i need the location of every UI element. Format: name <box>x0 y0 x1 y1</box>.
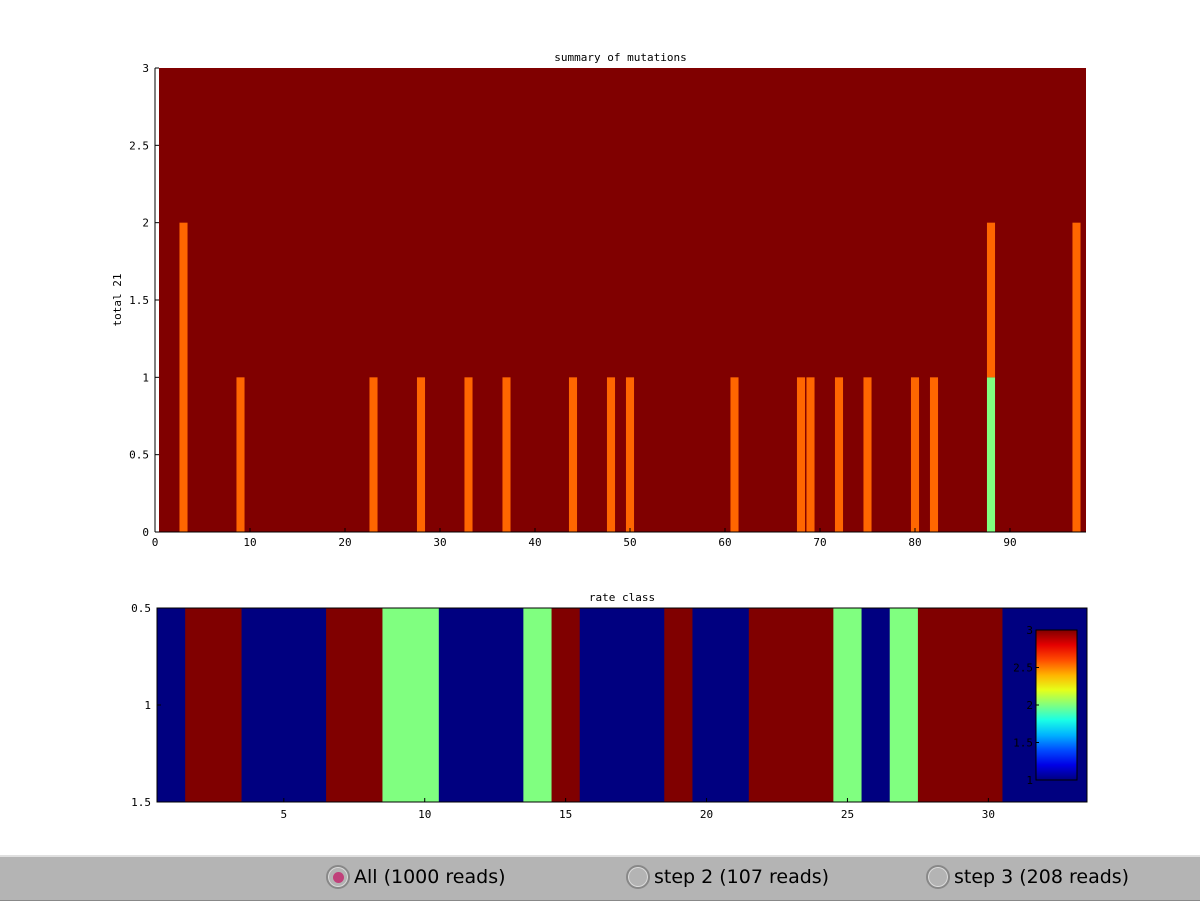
heatmap-cell <box>946 608 975 802</box>
bar <box>568 377 578 532</box>
y-tick-label: 0 <box>142 526 149 539</box>
colorbar-tick-label: 2 <box>1026 699 1033 712</box>
heatmap-cell <box>636 608 665 802</box>
heatmap-cell <box>213 608 243 802</box>
bar <box>625 377 635 532</box>
heatmap-cell <box>241 608 271 802</box>
heatmap-cell <box>889 608 919 802</box>
radio-step-2[interactable]: step 2 (107 reads) <box>626 865 829 889</box>
heatmap-cell <box>974 608 1003 802</box>
y-tick-label: 0.5 <box>131 602 151 615</box>
heatmap-cell <box>861 608 891 802</box>
heatmap-cell <box>579 608 609 802</box>
bar <box>986 222 996 378</box>
colorbar-tick-label: 1.5 <box>1013 737 1033 750</box>
bar <box>416 377 426 532</box>
heatmap-cell <box>720 608 750 802</box>
heatmap-cell <box>833 608 863 802</box>
bar <box>910 377 920 532</box>
x-tick-label: 30 <box>982 808 995 821</box>
colorbar <box>1035 629 1078 781</box>
heatmap-cell <box>495 608 524 802</box>
plot-background <box>159 68 1086 532</box>
heatmap-cell <box>157 608 186 802</box>
colorbar-tick-label: 1 <box>1026 774 1033 787</box>
bar <box>929 377 939 532</box>
y-tick-label: 1 <box>144 699 151 712</box>
radio-all[interactable]: All (1000 reads) <box>326 865 506 889</box>
heatmap-cell <box>438 608 468 802</box>
x-tick-label: 10 <box>418 808 431 821</box>
x-tick-label: 15 <box>559 808 572 821</box>
x-tick-label: 60 <box>718 536 731 549</box>
bar <box>464 377 473 532</box>
bar <box>730 377 739 532</box>
heatmap-cell <box>1002 608 1032 802</box>
heatmap-cell <box>410 608 440 802</box>
heatmap-cell <box>917 608 947 802</box>
colorbar-tick-label: 3 <box>1026 624 1033 637</box>
chart-title: rate class <box>589 591 655 604</box>
heatmap-cell <box>326 608 355 802</box>
rate-class-heatmap: 5 10 15 20 25 30 0.5 1 1.5 rate class 1 1.5 2 2.5 3 <box>131 591 1088 821</box>
x-tick-label: 20 <box>700 808 713 821</box>
colorbar-tick-label: 2.5 <box>1013 662 1033 675</box>
heatmap-cell <box>664 608 693 802</box>
heatmap-cell <box>185 608 214 802</box>
heatmap-cell <box>354 608 383 802</box>
heatmap-cell <box>382 608 412 802</box>
x-tick-label: 10 <box>243 536 256 549</box>
x-tick-label: 40 <box>528 536 541 549</box>
bar <box>796 377 806 532</box>
y-tick-label: 2.5 <box>129 139 149 152</box>
heatmap-cell <box>748 608 778 802</box>
bar <box>369 377 378 532</box>
heatmap-cell <box>269 608 299 802</box>
y-axis-label: total 21 <box>111 274 124 327</box>
bar <box>1072 222 1081 532</box>
heatmap-cell <box>523 608 553 802</box>
y-tick-label: 1.5 <box>129 294 149 307</box>
y-tick-label: 1 <box>142 371 149 384</box>
y-tick-label: 1.5 <box>131 796 151 809</box>
radio-indicator[interactable] <box>626 865 650 889</box>
bar <box>863 377 872 532</box>
x-tick-label: 90 <box>1003 536 1016 549</box>
x-tick-label: 25 <box>841 808 854 821</box>
x-tick-label: 0 <box>152 536 159 549</box>
y-tick-label: 2 <box>142 217 149 230</box>
heatmap-cell <box>551 608 581 802</box>
figure: 0 10 20 30 40 50 60 70 80 90 0 0.5 1 1.5 2 2.5 3 summary … <box>111 51 1088 821</box>
radio-label: step 2 (107 reads) <box>654 866 830 888</box>
y-tick-label: 0.5 <box>129 449 149 462</box>
x-tick-label: 5 <box>281 808 288 821</box>
bar <box>606 377 616 532</box>
radio-step-3[interactable]: step 3 (208 reads) <box>926 865 1129 889</box>
x-tick-label: 20 <box>338 536 351 549</box>
mutation-summary-chart: 0 10 20 30 40 50 60 70 80 90 0 0.5 1 1.5 2 2.5 3 summary … <box>111 51 1086 549</box>
bar <box>179 222 188 532</box>
heatmap-cell <box>692 608 722 802</box>
x-tick-label: 50 <box>623 536 636 549</box>
read-set-selector: All (1000 reads) step 2 (107 reads) step… <box>0 855 1200 901</box>
heatmap-cell <box>805 608 834 802</box>
x-tick-label: 70 <box>813 536 826 549</box>
bar <box>806 377 815 532</box>
heatmap-cell <box>467 608 496 802</box>
radio-indicator[interactable] <box>326 865 350 889</box>
radio-label: step 3 (208 reads) <box>954 866 1130 888</box>
bar <box>834 377 844 532</box>
bar <box>236 377 245 532</box>
heatmap-cell <box>297 608 327 802</box>
radio-indicator[interactable] <box>926 865 950 889</box>
heatmap-cell <box>777 608 806 802</box>
x-tick-label: 80 <box>908 536 921 549</box>
heatmap-cell <box>607 608 637 802</box>
radio-label: All (1000 reads) <box>354 866 506 888</box>
y-tick-label: 3 <box>142 62 149 75</box>
bar <box>502 377 511 532</box>
x-tick-label: 30 <box>433 536 446 549</box>
chart-title: summary of mutations <box>554 51 686 64</box>
bar <box>986 377 996 532</box>
